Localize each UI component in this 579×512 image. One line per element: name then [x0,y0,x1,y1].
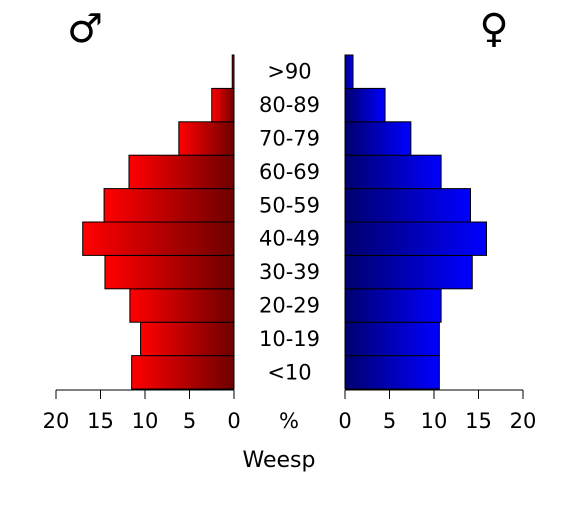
male-bar-4 [82,221,235,256]
female-tick-label-4: 20 [510,409,537,433]
female-bar-1 [344,321,440,357]
male-bar-2 [129,288,235,323]
male-tick-label-3: 5 [183,409,196,433]
male-bar-6 [128,154,235,190]
category-label-3: 30-39 [259,260,320,284]
x-axis-title: Weesp [243,448,316,473]
male-bar-0 [131,355,235,390]
male-bar-3 [104,254,235,290]
male-bars [82,54,235,390]
category-label-7: 70-79 [259,127,320,151]
male-x-axis: 20 15 10 5 0 [43,389,241,433]
male-tick-label-1: 15 [87,409,114,433]
female-bar-5 [344,188,471,223]
female-tick-label-3: 15 [465,409,492,433]
female-bar-2 [344,288,442,323]
female-bar-8 [344,87,386,123]
female-bar-3 [344,254,473,290]
female-bar-4 [344,221,488,256]
category-label-8: 80-89 [259,93,320,117]
male-bar-7 [178,121,235,156]
male-tick-label-2: 10 [132,409,159,433]
male-symbol: ♂ [67,6,103,52]
female-bar-7 [344,121,412,156]
female-bar-9 [344,54,354,89]
category-label-1: 10-19 [259,327,320,351]
category-label-9: >90 [267,60,311,84]
female-tick-label-0: 0 [338,409,351,433]
category-label-2: 20-29 [259,294,320,318]
female-x-axis: 0 5 10 15 20 [338,389,537,433]
male-bar-8 [211,87,235,123]
female-symbol: ♀ [479,6,508,52]
female-tick-label-1: 5 [383,409,396,433]
male-bar-9 [231,54,235,89]
male-tick-label-0: 20 [43,409,70,433]
male-tick-label-4: 0 [227,409,240,433]
category-labels: <10 10-19 20-29 30-39 40-49 50-59 60-69 70-79 80… [259,60,320,385]
unit-label: % [279,409,299,433]
male-bar-5 [103,188,235,223]
female-bar-0 [344,355,440,390]
male-bar-1 [140,321,235,357]
category-label-4: 40-49 [259,227,320,251]
category-label-5: 50-59 [259,193,320,217]
female-bar-6 [344,154,442,190]
category-label-0: <10 [267,360,311,384]
female-tick-label-2: 10 [421,409,448,433]
female-bars [344,54,488,390]
category-label-6: 60-69 [259,160,320,184]
